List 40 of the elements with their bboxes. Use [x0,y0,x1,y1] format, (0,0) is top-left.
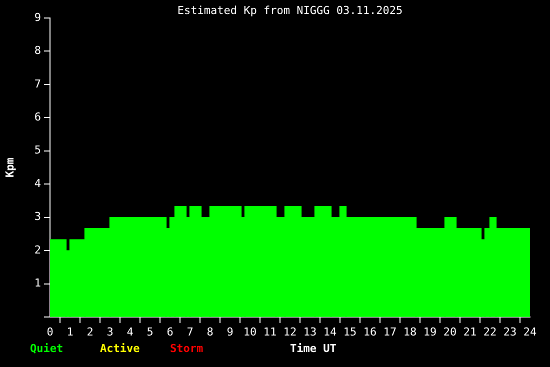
x-tick-label: 8 [206,325,214,338]
x-tick-label: 0 [46,325,54,338]
x-tick-label: 24 [523,325,537,338]
x-tick-label: 6 [166,325,174,338]
x-tick-label: 2 [86,325,94,338]
y-tick-label: 7 [34,77,41,90]
x-tick-label: 22 [483,325,497,338]
y-tick-label: 3 [34,210,41,224]
y-tick-label: 2 [34,243,41,256]
y-axis-title: Kpm [3,157,16,178]
x-tick-label: 5 [146,325,154,338]
x-tick-label: 23 [503,325,517,338]
x-tick-label: 11 [263,325,277,338]
x-tick-label: 15 [343,325,357,338]
x-tick-label: 14 [323,325,337,338]
chart-title: Estimated Kp from NIGGG 03.11.2025 [177,4,403,17]
x-tick-label: 1 [66,325,74,338]
x-axis-title: Time UT [290,342,336,355]
y-tick-label: 4 [34,176,42,190]
x-tick-label: 20 [443,325,457,338]
x-tick-label: 16 [363,325,377,338]
x-tick-label: 21 [463,325,477,338]
text: Storm [170,342,204,355]
x-tick-label: 13 [303,325,317,338]
y-tick-label: 1 [34,276,41,290]
x-tick-label: 10 [243,325,257,338]
text: Active [100,342,140,355]
x-tick-label: 12 [283,325,297,338]
text: Quiet [30,342,64,355]
x-tick-label: 9 [226,325,234,338]
x-tick-label: 18 [403,325,417,338]
x-tick-label: 19 [423,325,437,338]
y-tick-label: 9 [34,10,41,24]
y-tick-label: 6 [34,110,41,124]
y-tick-label: 8 [34,44,41,58]
y-tick-label: 5 [34,144,41,157]
x-tick-label: 17 [383,325,397,338]
x-tick-label: 3 [106,325,114,338]
x-tick-label: 7 [186,325,194,338]
x-tick-label: 4 [126,325,134,338]
